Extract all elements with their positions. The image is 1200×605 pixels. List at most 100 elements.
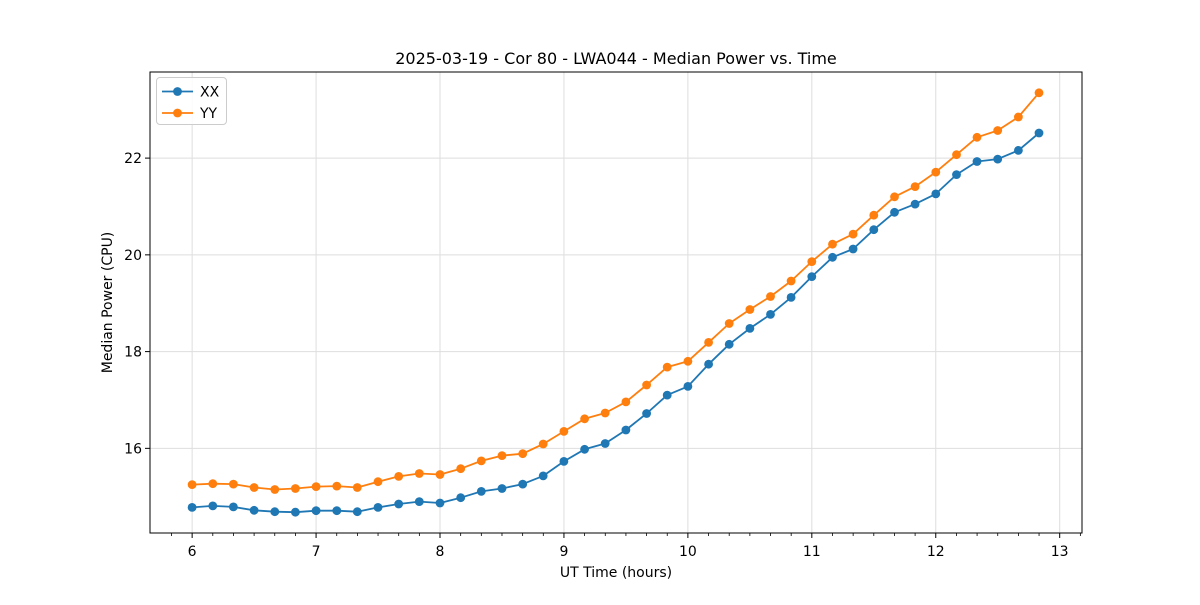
series-xx-marker <box>952 170 961 180</box>
series-xx-marker <box>559 457 569 466</box>
series-xx-marker <box>518 479 528 489</box>
series-xx-marker <box>580 444 589 454</box>
series-yy-marker <box>724 319 734 328</box>
series-xx-marker <box>394 499 404 509</box>
series-xx-marker <box>352 507 362 517</box>
series-xx-marker <box>497 484 507 493</box>
series-yy-marker <box>249 483 259 492</box>
series-xx-marker <box>745 324 755 333</box>
y-axis-label: Median Power (CPU) <box>100 232 116 374</box>
y-tick-label: 18 <box>124 345 142 361</box>
x-tick-label: 13 <box>1051 544 1069 560</box>
series-yy-marker <box>187 480 197 489</box>
series-xx-marker <box>662 390 672 400</box>
legend-sample-marker <box>173 87 182 96</box>
series-xx-marker <box>229 502 238 512</box>
series-xx-marker <box>249 505 259 515</box>
y-tick-label: 16 <box>124 441 142 457</box>
series-yy-marker <box>931 167 941 177</box>
series-xx-marker <box>311 506 321 516</box>
series-xx-marker <box>848 244 858 254</box>
series-yy-marker <box>497 451 507 460</box>
series-yy-marker <box>745 305 755 314</box>
series-xx-marker <box>270 507 280 517</box>
series-xx-marker <box>414 497 424 506</box>
series-xx-marker <box>208 501 218 511</box>
series-yy-marker <box>600 408 610 418</box>
series-xx-marker <box>890 207 899 217</box>
series-yy-marker <box>518 449 528 459</box>
x-tick-label: 11 <box>803 544 821 560</box>
series-xx-marker <box>931 189 941 199</box>
series-yy-marker <box>1034 88 1044 98</box>
series-yy-marker <box>621 397 631 407</box>
series-xx-marker <box>373 503 383 512</box>
series-yy-marker <box>869 210 879 220</box>
x-tick-label: 10 <box>679 544 697 560</box>
y-tick-label: 20 <box>124 248 142 264</box>
series-xx-marker <box>476 487 486 496</box>
series-xx-marker <box>972 157 982 166</box>
series-xx-marker <box>683 382 693 391</box>
series-yy-marker <box>291 484 300 493</box>
series-xx-marker <box>187 503 197 512</box>
legend: XX YY <box>156 77 227 125</box>
series-xx-marker <box>1014 146 1023 155</box>
series-xx-marker <box>807 272 817 281</box>
x-tick-label: 9 <box>559 544 568 560</box>
series-xx-marker <box>1034 128 1044 138</box>
series-yy-marker <box>807 257 817 266</box>
series-yy-marker <box>311 482 321 491</box>
series-yy-marker <box>890 192 899 202</box>
chart-title: 2025-03-19 - Cor 80 - LWA044 - Median Po… <box>395 49 837 68</box>
series-yy-marker <box>538 439 548 449</box>
x-tick-label: 8 <box>436 544 445 560</box>
series-yy-line <box>191 91 1040 491</box>
series-xx-marker <box>704 359 713 369</box>
series-yy-marker <box>352 483 362 492</box>
series-yy-marker <box>766 292 775 301</box>
series-yy-marker <box>910 182 920 192</box>
x-tick-label: 7 <box>312 544 321 560</box>
series-yy-marker <box>642 380 651 390</box>
series-yy-marker <box>972 132 982 142</box>
x-tick-label: 6 <box>188 544 197 560</box>
series-yy-marker <box>270 485 280 494</box>
series-xx-marker <box>456 493 466 503</box>
series-xx-marker <box>642 409 651 418</box>
series-yy-marker <box>786 276 796 286</box>
series-yy-marker <box>559 427 569 436</box>
series-yy-marker <box>848 229 858 239</box>
series-yy-marker <box>476 456 486 466</box>
series-xx-line <box>191 132 1040 514</box>
tick-layer <box>145 157 1081 538</box>
series-yy-marker <box>993 126 1003 135</box>
series-yy-marker <box>828 239 837 249</box>
series-xx-marker <box>910 199 920 209</box>
series-xx-marker <box>786 293 796 302</box>
x-axis-label: UT Time (hours) <box>560 565 672 581</box>
tick-label-layer: 6 7 8 9 10 11 12 13 16 18 20 22 <box>124 151 1068 560</box>
series-xx-marker <box>993 154 1003 164</box>
series-xx-marker <box>538 471 548 481</box>
series-xx-marker <box>291 507 300 517</box>
series-yy-marker <box>704 338 713 347</box>
legend-label: XX <box>200 85 220 101</box>
series-xx-marker <box>332 506 342 516</box>
series-xx-marker <box>766 310 775 319</box>
series-xx-marker <box>828 252 837 262</box>
series-xx-marker <box>435 498 445 508</box>
series-yy-marker <box>332 481 342 491</box>
series-layer <box>187 88 1044 517</box>
series-yy-marker <box>580 414 589 424</box>
series-yy-marker <box>662 362 672 372</box>
series-yy-marker <box>952 150 961 160</box>
series-xx-marker <box>600 439 610 448</box>
series-xx-marker <box>724 339 734 349</box>
series-yy-marker <box>435 470 445 479</box>
grid-layer <box>150 72 1082 533</box>
series-yy-marker <box>394 472 404 481</box>
series-yy-marker <box>683 356 693 366</box>
legend-label: YY <box>199 106 218 122</box>
